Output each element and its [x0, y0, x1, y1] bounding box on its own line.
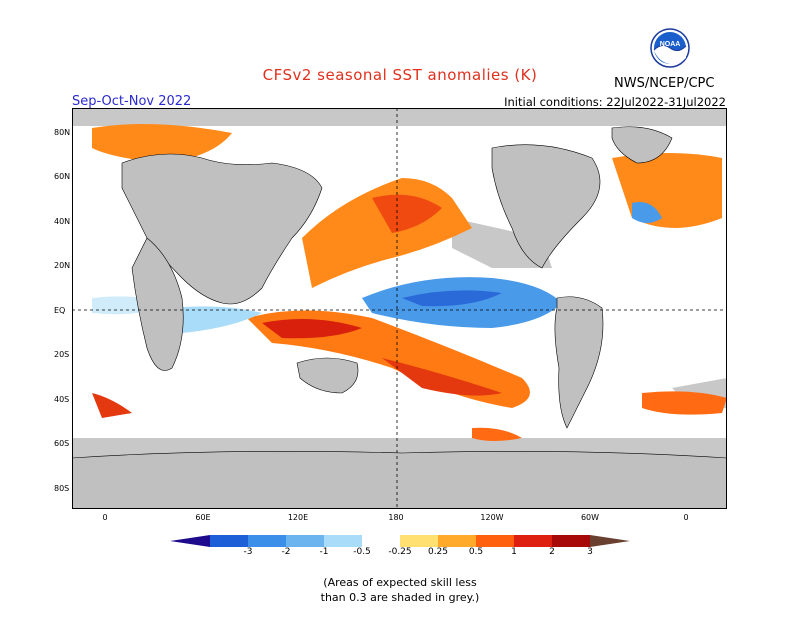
colorbar-segment [438, 535, 476, 547]
colorbar-segment [476, 535, 514, 547]
season-period: Sep-Oct-Nov 2022 [72, 94, 192, 109]
lon-label: 180 [388, 513, 404, 522]
greenland-land [611, 126, 673, 164]
lat-label: 60S [54, 439, 70, 448]
colorbar-tick-label: 0.5 [468, 547, 484, 557]
lat-label: 60N [54, 172, 71, 181]
skill-note-line1: (Areas of expected skill less [323, 576, 477, 589]
colorbar-max-triangle [590, 535, 630, 547]
colorbar-segment [324, 535, 362, 547]
colorbar-segment [248, 535, 286, 547]
colorbar-tick-label: -2 [281, 547, 291, 557]
lon-label: 60E [195, 513, 211, 522]
colorbar-tick-label: -0.5 [353, 547, 371, 557]
colorbar-segment [286, 535, 324, 547]
colorbar-segment [362, 535, 400, 547]
initial-conditions: Initial conditions: 22Jul2022-31Jul2022 [504, 95, 726, 109]
map-frame [72, 108, 727, 509]
lat-label: EQ [54, 306, 66, 315]
noaa-logo: NOAA [650, 28, 690, 68]
lat-label: 20S [54, 350, 70, 359]
lon-label: 60W [580, 513, 600, 522]
lat-label: 40N [54, 217, 71, 226]
colorbar-tick-label: -1 [319, 547, 329, 557]
colorbar-tick-label: 0.25 [427, 547, 449, 557]
lat-label: 40S [54, 395, 70, 404]
lat-label: 20N [54, 261, 71, 270]
colorbar [170, 533, 630, 563]
lon-label: 0 [102, 513, 108, 522]
skill-note-line2: than 0.3 are shaded in grey.) [320, 591, 480, 604]
land-masses [71, 126, 728, 510]
colorbar-tick-label: 2 [549, 547, 555, 557]
antarctica-land [71, 451, 728, 510]
colorbar-segment [552, 535, 590, 547]
sst-anomaly-map [71, 108, 728, 510]
colorbar-tick-label: -3 [243, 547, 253, 557]
south-america-land [554, 296, 604, 429]
colorbar-tick-label: 3 [587, 547, 593, 557]
africa-land [131, 237, 184, 371]
colorbar-segment [210, 535, 248, 547]
lon-label: 0 [683, 513, 689, 522]
lon-label: 120E [287, 513, 309, 522]
north-america-land [491, 144, 601, 269]
colorbar-min-triangle [170, 535, 210, 547]
colorbar-segment [400, 535, 438, 547]
lon-label: 120W [480, 513, 504, 522]
logo-text: NOAA [660, 41, 681, 48]
cool-anomaly-regions [92, 202, 662, 333]
colorbar-tick-label: 1 [511, 547, 517, 557]
lat-label: 80S [54, 484, 70, 493]
colorbar-segment [514, 535, 552, 547]
lat-label: 80N [54, 128, 71, 137]
australia-land [296, 357, 359, 394]
agency-label: NWS/NCEP/CPC [614, 76, 715, 91]
colorbar-tick-label: -0.25 [388, 547, 412, 557]
chart-title: CFSv2 seasonal SST anomalies (K) [262, 66, 538, 84]
